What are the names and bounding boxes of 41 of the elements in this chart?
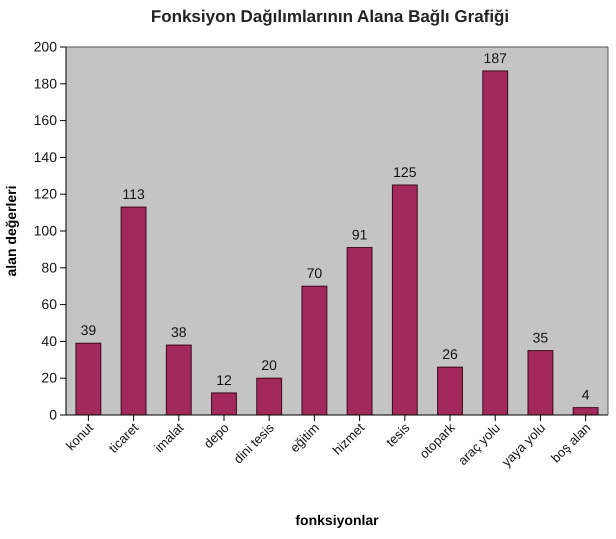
bar bbox=[392, 184, 418, 416]
data-label: 12 bbox=[216, 372, 232, 388]
x-tick-label: tesis bbox=[383, 420, 413, 450]
bar bbox=[527, 350, 554, 416]
x-tick-label: dini tesis bbox=[230, 420, 278, 466]
bar bbox=[75, 342, 102, 416]
bar bbox=[166, 344, 192, 416]
data-label: 35 bbox=[532, 330, 548, 346]
y-axis-title: alan değerleri bbox=[3, 185, 19, 277]
data-label: 39 bbox=[80, 322, 96, 338]
y-tick-label: 100 bbox=[34, 222, 58, 238]
data-label: 70 bbox=[306, 265, 322, 282]
y-tick-label: 180 bbox=[34, 75, 58, 92]
bar bbox=[211, 392, 237, 416]
y-tick-label: 40 bbox=[41, 332, 58, 349]
bar bbox=[482, 70, 508, 416]
data-label: 187 bbox=[484, 50, 508, 66]
data-label: 125 bbox=[393, 164, 417, 180]
y-tick-label: 20 bbox=[41, 370, 58, 386]
bar bbox=[346, 247, 373, 416]
chart-title: Fonksiyon Dağılımlarının Alana Bağlı Grafiği bbox=[150, 7, 510, 26]
x-tick-label: boş alan bbox=[548, 420, 594, 466]
data-label: 113 bbox=[122, 186, 145, 202]
x-axis-title: fonksiyonlar bbox=[295, 512, 380, 528]
y-tick-label: 60 bbox=[41, 296, 58, 312]
bar bbox=[437, 366, 463, 416]
bar bbox=[301, 286, 328, 416]
y-tick-label: 120 bbox=[34, 186, 58, 202]
y-tick-label: 80 bbox=[41, 259, 58, 276]
data-label: 38 bbox=[170, 324, 187, 340]
y-tick-label: 140 bbox=[34, 148, 58, 165]
data-label: 26 bbox=[442, 346, 458, 362]
data-label: 91 bbox=[352, 226, 368, 243]
y-tick-label: 200 bbox=[34, 38, 58, 54]
bar bbox=[256, 378, 282, 416]
bar bbox=[572, 407, 599, 416]
data-label: 4 bbox=[582, 386, 590, 403]
y-tick-label: 160 bbox=[34, 112, 58, 128]
data-label: 20 bbox=[261, 357, 278, 374]
y-tick-label: 0 bbox=[49, 406, 58, 422]
bar bbox=[120, 206, 147, 416]
